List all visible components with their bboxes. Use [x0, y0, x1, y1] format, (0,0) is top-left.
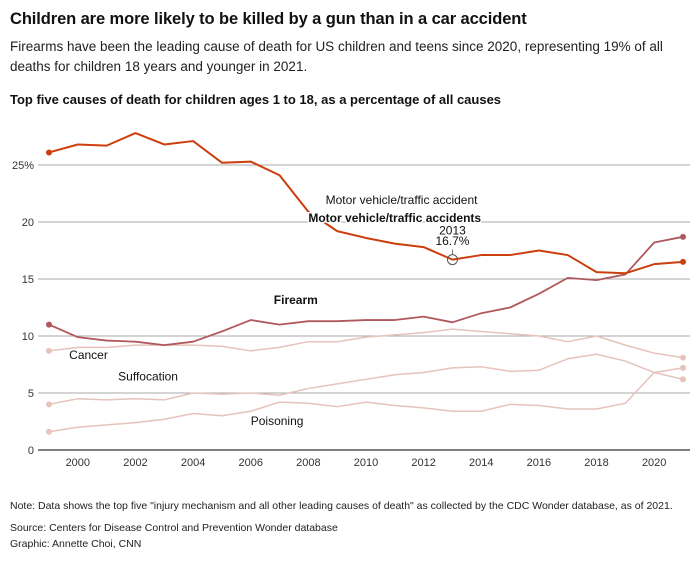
x-tick-label: 2014: [469, 457, 493, 469]
series-line-suffocation: [48, 353, 684, 406]
x-tick-label: 2008: [296, 457, 320, 469]
series-line-poisoning: [48, 367, 684, 433]
series-endpoint: [680, 233, 686, 240]
x-tick-label: 2020: [642, 457, 666, 469]
y-tick-label: 20: [22, 217, 34, 229]
highlight-marker: [446, 254, 458, 266]
source-credit: Source: Centers for Disease Control and …: [10, 522, 338, 534]
y-tick-label: 15: [22, 274, 34, 286]
series-endpoint: [680, 376, 686, 383]
series-lines: [46, 132, 686, 435]
annotations: Motor vehicle/traffic accident Motor vehi…: [69, 193, 483, 428]
annotation-label: 2013: [439, 224, 466, 238]
x-tick-label: 2016: [527, 457, 551, 469]
series-endpoint: [46, 347, 52, 354]
series-line-cancer: [48, 328, 684, 359]
chart-subtitle: Firearms have been the leading cause of …: [10, 39, 663, 74]
series-line-firearm: [48, 235, 684, 347]
x-tick-label: 2010: [354, 457, 378, 469]
x-tick-label: 2004: [181, 457, 205, 469]
y-tick-label: 5: [28, 388, 34, 400]
annotation-label: Motor vehicle/traffic accident: [326, 193, 479, 207]
annotation-label: Poisoning: [251, 414, 304, 428]
x-tick-label: 2000: [66, 457, 90, 469]
x-axis-ticks: 2000 2002 2004 2006 2008 2010 2012 2014 2016 2018…: [66, 457, 667, 469]
series-endpoint: [680, 354, 686, 361]
series-line-motor-vehicle-traffic-accidents: [48, 132, 684, 275]
annotation-label: Suffocation: [118, 369, 178, 383]
annotation-label: Cancer: [69, 348, 108, 362]
annotation-label: 16.7%: [435, 234, 469, 248]
gridlines: [38, 164, 690, 451]
series-endpoint: [46, 321, 52, 328]
x-tick-label: 2018: [584, 457, 608, 469]
footnote: Note: Data shows the top five "injury me…: [10, 500, 673, 512]
series-endpoint: [680, 364, 686, 371]
annotation-label: Motor vehicle/traffic accidents: [308, 211, 481, 225]
y-tick-label: 0: [28, 445, 34, 457]
x-tick-label: 2002: [123, 457, 147, 469]
x-tick-label: 2012: [411, 457, 435, 469]
graphic-credit: Graphic: Annette Choi, CNN: [10, 538, 142, 550]
x-tick-label: 2006: [238, 457, 262, 469]
chart-heading: Top five causes of death for children ag…: [10, 92, 502, 107]
series-endpoint: [46, 428, 52, 435]
series-endpoint: [680, 258, 686, 265]
line-chart: 0 5 10 15 20 25% 2000 2002 2004 2006 2008 2010 2012…: [12, 132, 690, 469]
series-endpoint: [46, 401, 52, 408]
chart-title: Children are more likely to be killed by…: [10, 10, 527, 28]
series-endpoint: [46, 149, 52, 156]
annotation-label: Firearm: [274, 293, 318, 307]
y-tick-label: 10: [22, 331, 34, 343]
y-axis-ticks: 0 5 10 15 20 25%: [12, 160, 34, 457]
y-tick-label: 25%: [12, 160, 34, 172]
